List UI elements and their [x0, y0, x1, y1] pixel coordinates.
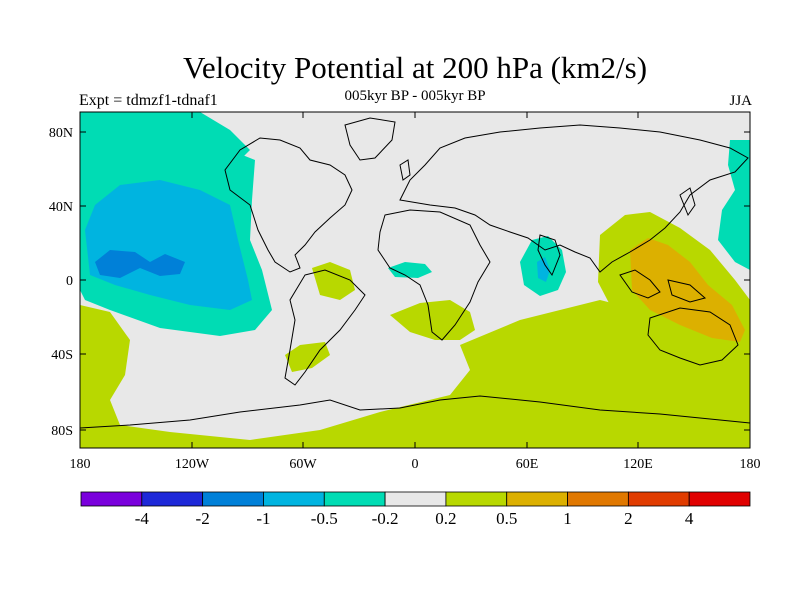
- colorbar-label: 0.5: [496, 509, 517, 528]
- atlantic-cyan-region: [388, 262, 432, 278]
- y-tick-label: 80N: [49, 126, 73, 141]
- southern-ocean-green-region: [80, 290, 750, 448]
- north-america-coastline: [224, 137, 353, 273]
- colorbar-label: 0.2: [435, 509, 456, 528]
- north-pacific-darkblue-region: [95, 250, 185, 278]
- south-america-coastline: [284, 269, 366, 386]
- colorbar-label: 2: [624, 509, 633, 528]
- y-axis: 80N 40N 0 40S 80S: [49, 126, 750, 439]
- colorbar-swatch: [445, 491, 508, 507]
- colorbar-swatch: [263, 491, 325, 507]
- indian-ocean-blue-region: [537, 257, 550, 282]
- coastlines: [80, 117, 750, 429]
- eurasia-coastline: [399, 124, 749, 273]
- northeast-cyan-region: [718, 140, 750, 270]
- colorbar-swatch: [688, 491, 751, 507]
- subtitle: 005kyr BP - 005kyr BP: [344, 88, 486, 104]
- south-atlantic-green-region: [390, 300, 475, 340]
- uk-coastline: [399, 159, 411, 181]
- colorbar-label: 1: [563, 509, 572, 528]
- arctic-cyan-region: [80, 112, 250, 160]
- africa-coastline: [377, 209, 491, 341]
- season-label: JJA: [729, 93, 752, 109]
- colorbar-label: -0.5: [311, 509, 338, 528]
- colorbar-swatch: [323, 491, 386, 507]
- experiment-label: Expt = tdmzf1-tdnaf1: [79, 92, 218, 109]
- x-tick-label: 60E: [516, 457, 539, 472]
- greenland-coastline: [344, 117, 396, 161]
- australia-coastline: [647, 307, 739, 366]
- colorbar-swatch: [80, 491, 143, 507]
- colorbar-swatch: [384, 491, 447, 507]
- maritime-islands-coastline: [619, 269, 707, 303]
- colorbar-label: -2: [196, 509, 210, 528]
- north-pacific-blue-region: [85, 180, 252, 310]
- colorbar-swatch: [141, 491, 204, 507]
- colorbar-swatch: [567, 491, 629, 507]
- y-tick-label: 40S: [51, 348, 73, 363]
- antarctica-coastline: [80, 395, 750, 429]
- x-tick-label: 120W: [175, 457, 210, 472]
- japan-coastline: [679, 187, 696, 217]
- y-tick-label: 40N: [49, 200, 73, 215]
- x-tick-label: 180: [740, 457, 761, 472]
- colorbar-label: 4: [685, 509, 694, 528]
- colorbar-label: -1: [256, 509, 270, 528]
- y-tick-label: 0: [66, 274, 73, 289]
- y-tick-label: 80S: [51, 424, 73, 439]
- colorbar-label: -4: [135, 509, 150, 528]
- x-tick-label: 120E: [623, 457, 653, 472]
- colorbar-swatch: [627, 491, 690, 507]
- amazon-green-region: [312, 262, 355, 300]
- x-tick-label: 180: [70, 457, 91, 472]
- x-axis: 180 120W 60W 0 60E 120E 180: [70, 112, 761, 472]
- x-tick-label: 0: [412, 457, 419, 472]
- colorbar: -4 -2 -1 -0.5 -0.2 0.2 0.5 1 2 4: [80, 491, 751, 528]
- south-america-green-region: [285, 342, 330, 372]
- page-title: Velocity Potential at 200 hPa (km2/s): [182, 50, 648, 85]
- colorbar-label: -0.2: [372, 509, 399, 528]
- colorbar-swatch: [506, 491, 568, 507]
- x-tick-label: 60W: [289, 457, 317, 472]
- india-coastline: [537, 234, 561, 277]
- contour-fill-layer: [80, 112, 750, 448]
- colorbar-swatch: [202, 491, 264, 507]
